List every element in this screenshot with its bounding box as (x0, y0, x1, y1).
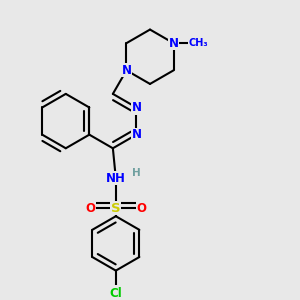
Text: N: N (131, 128, 141, 141)
Text: Cl: Cl (110, 287, 122, 300)
Text: N: N (131, 101, 141, 114)
Text: O: O (137, 202, 147, 214)
Text: O: O (85, 202, 95, 214)
Text: S: S (111, 202, 121, 214)
Text: N: N (122, 64, 131, 77)
Text: H: H (132, 168, 141, 178)
Text: N: N (169, 37, 178, 50)
Text: NH: NH (106, 172, 126, 185)
Text: CH₃: CH₃ (188, 38, 208, 48)
